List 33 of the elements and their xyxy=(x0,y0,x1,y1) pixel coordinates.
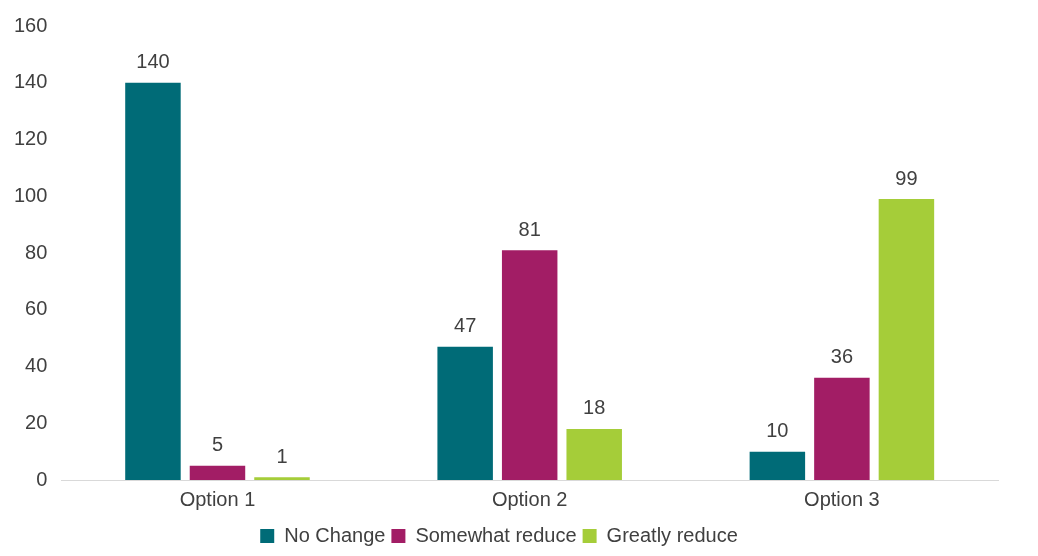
data-label: 18 xyxy=(583,396,606,419)
bar xyxy=(254,477,310,480)
y-tick-label: 0 xyxy=(36,467,48,490)
y-tick-label: 40 xyxy=(25,354,48,377)
y-tick-label: 60 xyxy=(25,297,48,320)
legend-label: No Change xyxy=(284,523,386,546)
y-tick-label: 120 xyxy=(13,127,48,150)
y-tick-label: 100 xyxy=(13,183,48,206)
bar xyxy=(125,82,181,480)
x-tick-label: Option 1 xyxy=(179,487,256,510)
bar xyxy=(878,199,935,480)
bar xyxy=(437,346,493,480)
y-tick-label: 20 xyxy=(25,410,48,433)
legend-label: Greatly reduce xyxy=(606,523,738,546)
data-label: 1 xyxy=(276,444,288,467)
bar xyxy=(749,451,806,480)
data-label: 140 xyxy=(136,50,170,73)
data-label: 81 xyxy=(518,217,541,240)
data-label: 10 xyxy=(766,419,789,442)
bar xyxy=(501,250,558,480)
y-tick-label: 80 xyxy=(25,240,48,263)
y-tick-label: 160 xyxy=(13,13,48,36)
legend-label: Somewhat reduce xyxy=(415,523,577,546)
bar xyxy=(566,428,622,480)
x-tick-label: Option 2 xyxy=(491,487,568,510)
bar xyxy=(189,465,246,480)
data-label: 36 xyxy=(830,345,854,368)
x-tick-label: Option 3 xyxy=(804,487,880,510)
y-tick-label: 140 xyxy=(13,70,48,93)
data-label: 5 xyxy=(211,433,224,456)
data-label: 47 xyxy=(454,314,477,337)
data-label: 99 xyxy=(895,166,918,189)
bar xyxy=(814,377,870,480)
